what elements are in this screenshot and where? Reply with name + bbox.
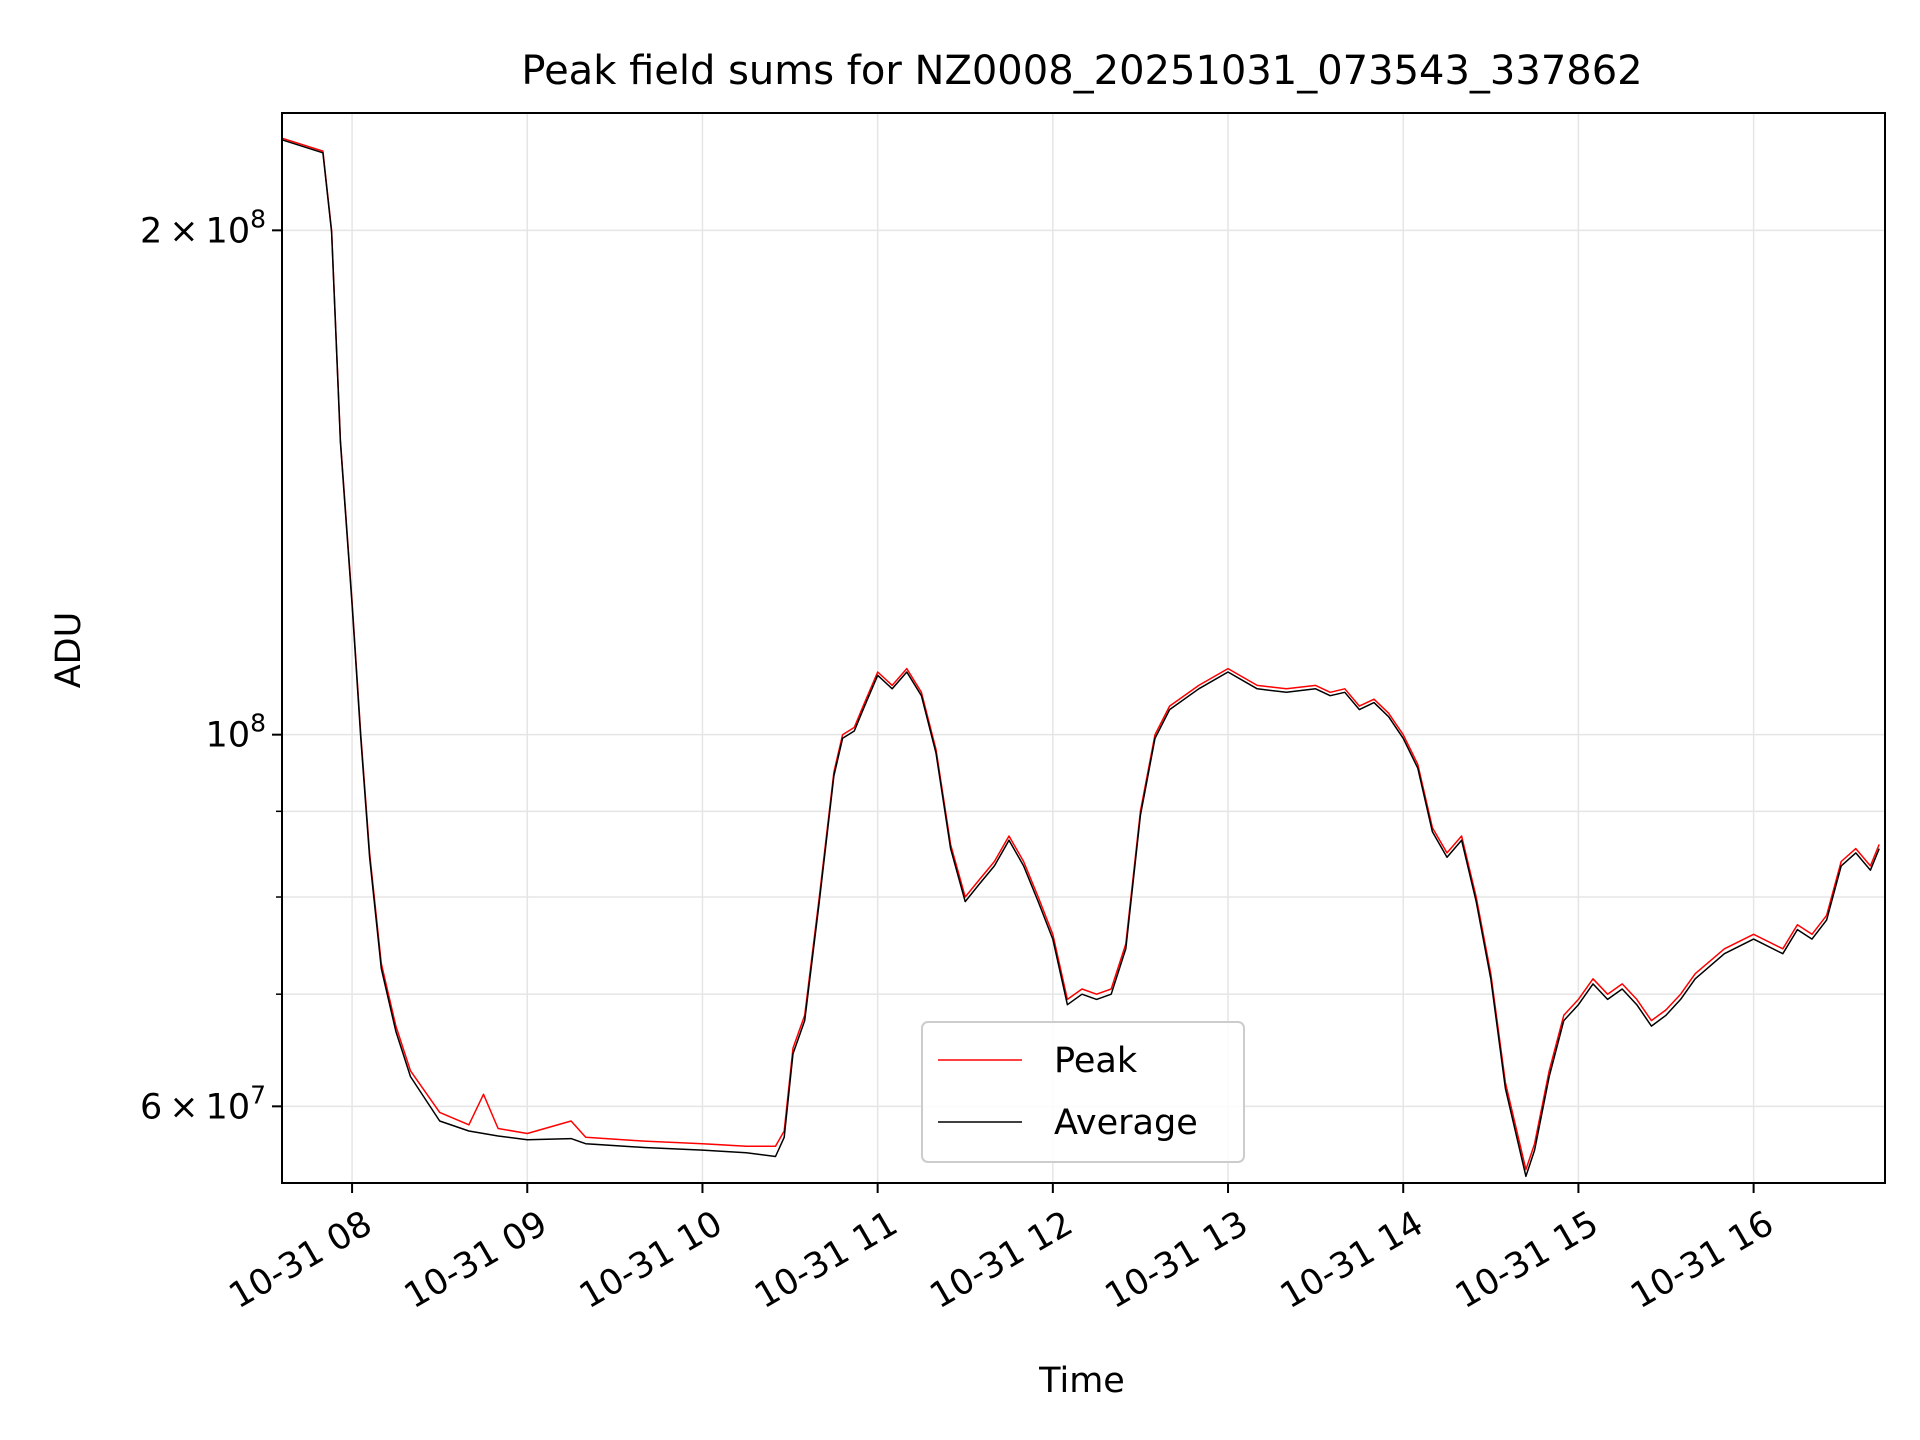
y-tick-label: 6 × 107: [140, 1080, 266, 1127]
legend-label-average: Average: [1054, 1103, 1198, 1143]
x-axis-label: Time: [1038, 1361, 1125, 1401]
y-tick-label: 2 × 108: [140, 204, 266, 251]
legend-label-peak: Peak: [1054, 1041, 1138, 1081]
legend: Peak Average: [921, 1021, 1245, 1163]
series-lines: [281, 137, 1880, 1178]
y-tick-label: 108: [206, 709, 266, 756]
chart-title: Peak field sums for NZ0008_20251031_0735…: [521, 48, 1642, 94]
y-axis-label: ADU: [49, 612, 89, 689]
legend-box: [921, 1021, 1245, 1163]
plot-frame: [281, 112, 1886, 1184]
series-line-average: [281, 139, 1880, 1178]
series-line-peak: [281, 137, 1880, 1171]
